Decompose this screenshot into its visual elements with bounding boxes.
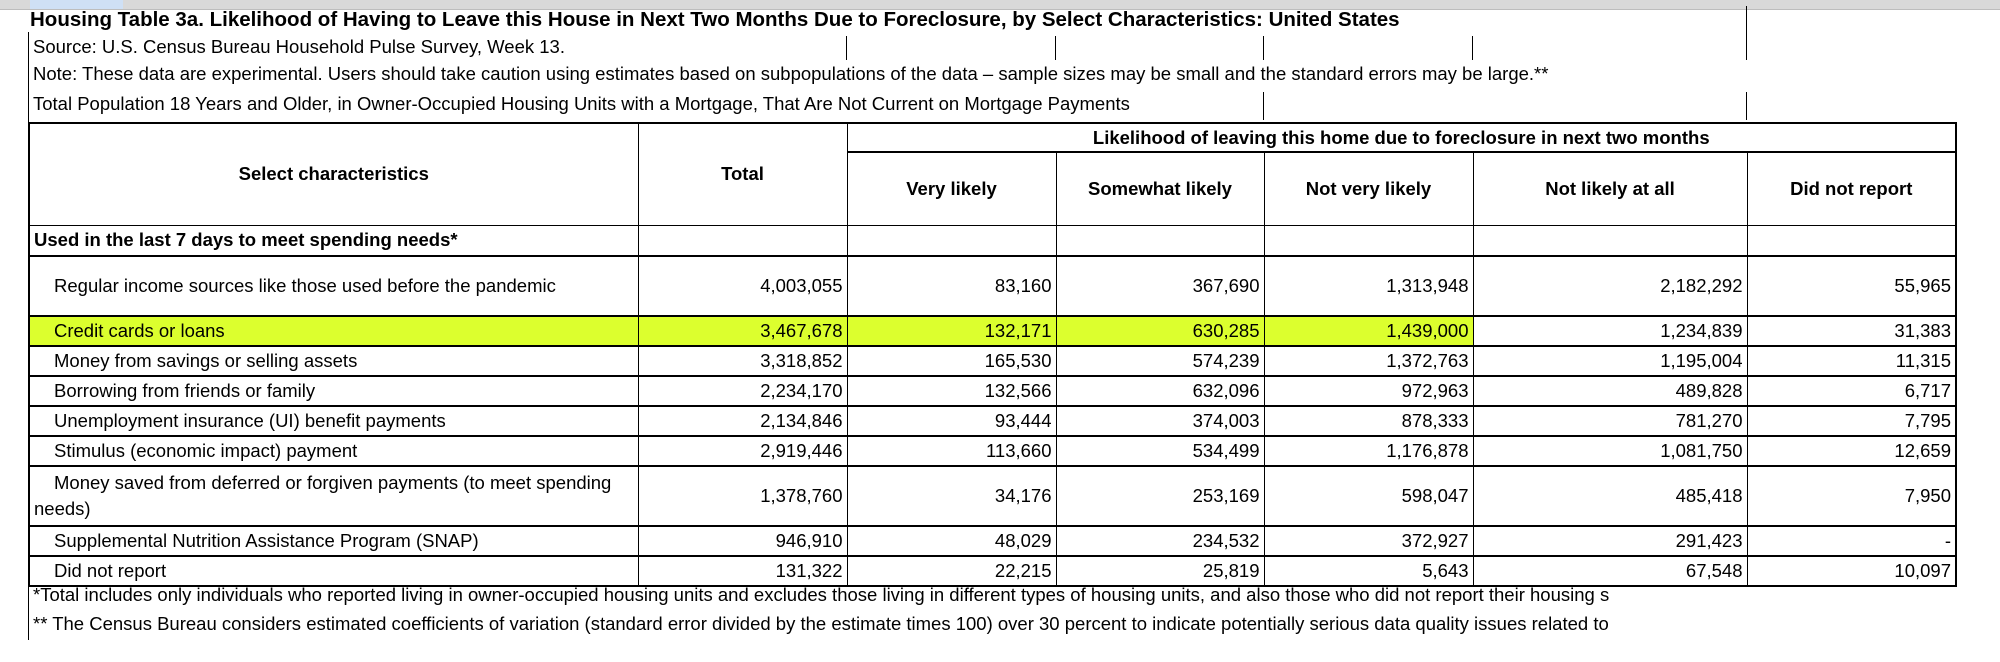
note-line: Note: These data are experimental. Users…: [33, 63, 1549, 84]
row-label[interactable]: Regular income sources like those used b…: [28, 255, 639, 317]
value-cell[interactable]: 4,003,055: [637, 255, 848, 317]
value-cell[interactable]: 11,315: [1746, 345, 1957, 377]
value-cell[interactable]: 781,270: [1472, 405, 1748, 437]
row-label[interactable]: Money from savings or selling assets: [28, 345, 639, 377]
value-cell[interactable]: 132,566: [846, 375, 1057, 407]
data-table: Select characteristics Total Likelihood …: [28, 122, 1957, 587]
header-characteristics: Select characteristics: [28, 122, 639, 226]
spreadsheet-top-bar: [0, 0, 2000, 10]
row-label[interactable]: Supplemental Nutrition Assistance Progra…: [28, 525, 639, 557]
table-row: Money saved from deferred or forgiven pa…: [28, 465, 1957, 527]
header-group: Likelihood of leaving this home due to f…: [846, 122, 1957, 153]
value-cell[interactable]: 2,234,170: [637, 375, 848, 407]
value-cell[interactable]: 31,383: [1746, 315, 1957, 347]
value-cell[interactable]: 83,160: [846, 255, 1057, 317]
footnote-2: ** The Census Bureau considers estimated…: [33, 613, 1609, 634]
value-cell[interactable]: 630,285: [1055, 315, 1265, 347]
table-row: Credit cards or loans 3,467,678 132,171 630…: [28, 315, 1957, 347]
row-label[interactable]: Unemployment insurance (UI) benefit paym…: [28, 405, 639, 437]
value-cell[interactable]: 1,234,839: [1472, 315, 1748, 347]
row-label[interactable]: Money saved from deferred or forgiven pa…: [28, 465, 639, 527]
header-very-likely: Very likely: [846, 151, 1057, 226]
value-cell[interactable]: 1,372,763: [1263, 345, 1474, 377]
value-cell[interactable]: 10,097: [1746, 555, 1957, 587]
sheet-tab[interactable]: [30, 0, 123, 9]
header-somewhat-likely: Somewhat likely: [1055, 151, 1265, 226]
value-cell[interactable]: 1,081,750: [1472, 435, 1748, 467]
value-cell[interactable]: 1,176,878: [1263, 435, 1474, 467]
source-line: Source: U.S. Census Bureau Household Pul…: [33, 36, 565, 57]
value-cell[interactable]: 55,965: [1746, 255, 1957, 317]
universe-line: Total Population 18 Years and Older, in …: [33, 93, 1130, 114]
value-cell[interactable]: 2,182,292: [1472, 255, 1748, 317]
value-cell[interactable]: 372,927: [1263, 525, 1474, 557]
header-did-not-report: Did not report: [1746, 151, 1957, 226]
row-label[interactable]: Stimulus (economic impact) payment: [28, 435, 639, 467]
value-cell[interactable]: 165,530: [846, 345, 1057, 377]
table-row: Money from savings or selling assets 3,31…: [28, 345, 1957, 377]
value-cell[interactable]: 534,499: [1055, 435, 1265, 467]
value-cell[interactable]: 946,910: [637, 525, 848, 557]
table-row: Borrowing from friends or family 2,234,17…: [28, 375, 1957, 407]
header-not-likely-at-all: Not likely at all: [1472, 151, 1748, 226]
table-row: Stimulus (economic impact) payment 2,919,…: [28, 435, 1957, 467]
value-cell[interactable]: 2,134,846: [637, 405, 848, 437]
cell-gridline: [1746, 92, 1747, 120]
value-cell[interactable]: 34,176: [846, 465, 1057, 527]
value-cell[interactable]: 632,096: [1055, 375, 1265, 407]
value-cell[interactable]: -: [1746, 525, 1957, 557]
value-cell[interactable]: 489,828: [1472, 375, 1748, 407]
value-cell[interactable]: 93,444: [846, 405, 1057, 437]
value-cell[interactable]: 25,819: [1055, 555, 1265, 587]
row-label[interactable]: Credit cards or loans: [28, 315, 639, 347]
value-cell[interactable]: 367,690: [1055, 255, 1265, 317]
table-title: Housing Table 3a. Likelihood of Having t…: [30, 8, 1400, 31]
row-label[interactable]: Borrowing from friends or family: [28, 375, 639, 407]
value-cell[interactable]: 3,318,852: [637, 345, 848, 377]
table-row: Regular income sources like those used b…: [28, 255, 1957, 317]
value-cell[interactable]: 22,215: [846, 555, 1057, 587]
header-total: Total: [637, 122, 848, 226]
cell-gridline: [1472, 36, 1473, 60]
value-cell[interactable]: 1,195,004: [1472, 345, 1748, 377]
table-row: Unemployment insurance (UI) benefit paym…: [28, 405, 1957, 437]
value-cell[interactable]: 6,717: [1746, 375, 1957, 407]
row-label[interactable]: Did not report: [28, 555, 639, 587]
cell-gridline: [1263, 92, 1264, 120]
value-cell[interactable]: 3,467,678: [637, 315, 848, 347]
value-cell[interactable]: 1,313,948: [1263, 255, 1474, 317]
value-cell[interactable]: 7,950: [1746, 465, 1957, 527]
value-cell[interactable]: 253,169: [1055, 465, 1265, 527]
value-cell[interactable]: 5,643: [1263, 555, 1474, 587]
cell-gridline: [1263, 36, 1264, 60]
table-row: Did not report 131,322 22,215 25,819 5,643 67…: [28, 555, 1957, 587]
footnote-1: *Total includes only individuals who rep…: [33, 584, 1610, 605]
cell-gridline: [846, 36, 847, 60]
value-cell[interactable]: 291,423: [1472, 525, 1748, 557]
value-cell[interactable]: 485,418: [1472, 465, 1748, 527]
value-cell[interactable]: 132,171: [846, 315, 1057, 347]
header-not-very-likely: Not very likely: [1263, 151, 1474, 226]
value-cell[interactable]: 7,795: [1746, 405, 1957, 437]
cell-gridline: [1746, 6, 1747, 60]
value-cell[interactable]: 12,659: [1746, 435, 1957, 467]
value-cell[interactable]: 374,003: [1055, 405, 1265, 437]
cell-gridline: [1055, 36, 1056, 60]
value-cell[interactable]: 1,439,000: [1263, 315, 1474, 347]
value-cell[interactable]: 598,047: [1263, 465, 1474, 527]
value-cell[interactable]: 113,660: [846, 435, 1057, 467]
table-row: Supplemental Nutrition Assistance Progra…: [28, 525, 1957, 557]
value-cell[interactable]: 1,378,760: [637, 465, 848, 527]
value-cell[interactable]: 48,029: [846, 525, 1057, 557]
section-label: Used in the last 7 days to meet spending…: [28, 224, 639, 257]
value-cell[interactable]: 574,239: [1055, 345, 1265, 377]
value-cell[interactable]: 67,548: [1472, 555, 1748, 587]
value-cell[interactable]: 2,919,446: [637, 435, 848, 467]
value-cell[interactable]: 234,532: [1055, 525, 1265, 557]
value-cell[interactable]: 972,963: [1263, 375, 1474, 407]
value-cell[interactable]: 131,322: [637, 555, 848, 587]
value-cell[interactable]: 878,333: [1263, 405, 1474, 437]
